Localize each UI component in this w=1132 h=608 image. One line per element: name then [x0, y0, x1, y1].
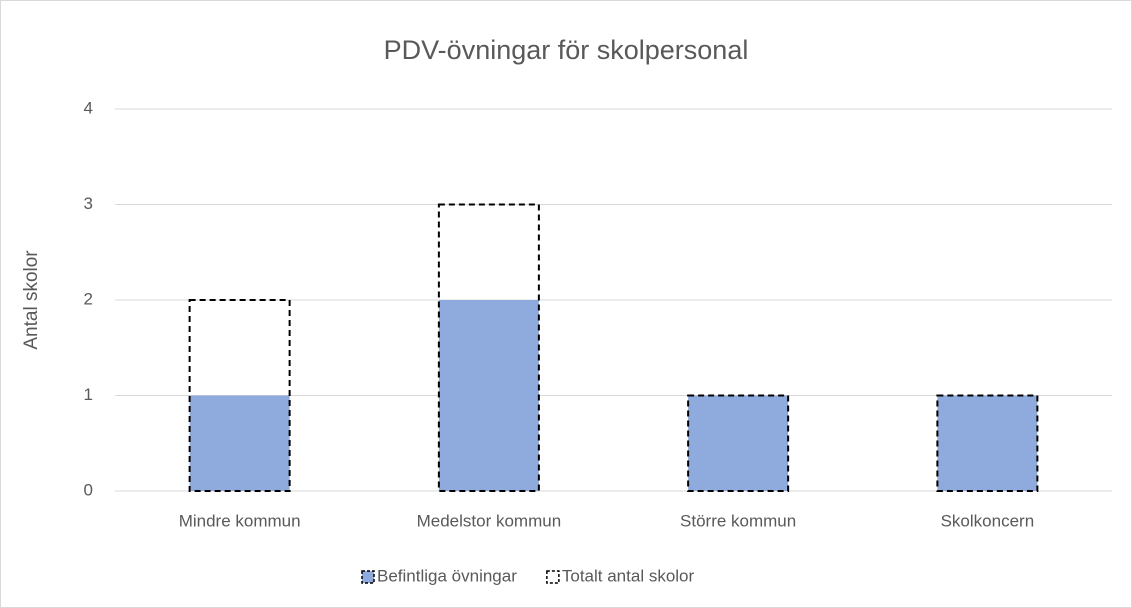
legend-label: Befintliga övningar [377, 566, 517, 585]
bar [688, 395, 789, 491]
x-tick-label: Mindre kommun [179, 511, 301, 530]
bar [188, 299, 291, 492]
chart-title: PDV-övningar för skolpersonal [384, 35, 749, 65]
legend-label: Totalt antal skolor [562, 566, 695, 585]
y-axis-label: Antal skolor [21, 250, 42, 350]
bar [936, 394, 1039, 492]
legend-swatch [546, 570, 560, 584]
bar [937, 395, 1038, 491]
y-tick-label: 2 [84, 289, 93, 308]
x-tick-label: Större kommun [680, 511, 796, 530]
y-tick-label: 0 [84, 480, 93, 499]
y-tick-label: 4 [84, 98, 93, 117]
bar [437, 203, 540, 492]
y-tick-label: 1 [84, 385, 93, 404]
x-tick-label: Skolkoncern [941, 511, 1035, 530]
bar [189, 395, 290, 491]
legend-swatch [361, 570, 375, 584]
bar [687, 394, 790, 492]
x-tick-label: Medelstor kommun [417, 511, 562, 530]
y-tick-label: 3 [84, 194, 93, 213]
bar [438, 300, 539, 491]
